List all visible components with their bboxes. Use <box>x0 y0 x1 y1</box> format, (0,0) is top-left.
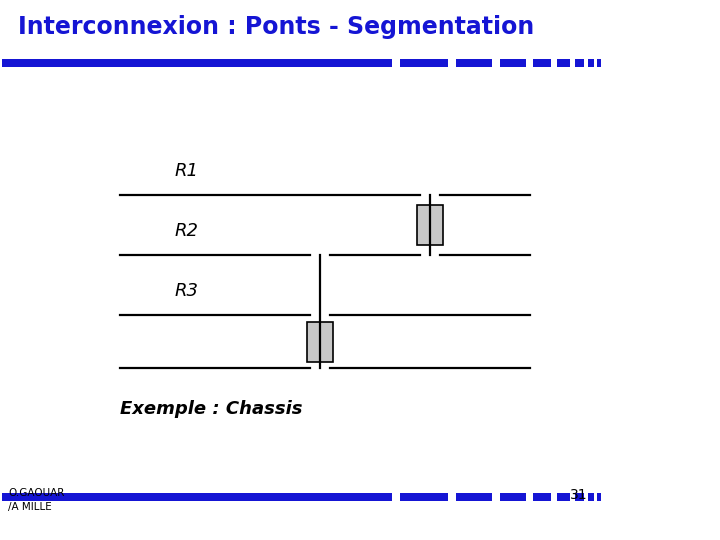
Text: /A MILLE: /A MILLE <box>8 502 52 512</box>
Bar <box>597 493 601 501</box>
Bar <box>575 59 584 67</box>
Bar <box>557 59 570 67</box>
Bar <box>500 59 526 67</box>
Text: 31: 31 <box>570 488 588 502</box>
Bar <box>557 493 570 501</box>
Bar <box>597 59 601 67</box>
Bar <box>588 493 594 501</box>
Bar <box>417 205 443 245</box>
Text: R2: R2 <box>175 222 199 240</box>
Bar <box>533 493 551 501</box>
Bar <box>533 59 551 67</box>
Bar <box>456 59 492 67</box>
Bar <box>400 59 448 67</box>
Text: R3: R3 <box>175 282 199 300</box>
Bar <box>500 493 526 501</box>
Bar <box>2 493 392 501</box>
Bar <box>588 59 594 67</box>
Text: O.GAOUAR: O.GAOUAR <box>8 488 64 498</box>
Text: Interconnexion : Ponts - Segmentation: Interconnexion : Ponts - Segmentation <box>18 15 534 39</box>
Text: R1: R1 <box>175 162 199 180</box>
Text: Exemple : Chassis: Exemple : Chassis <box>120 400 302 418</box>
Bar <box>307 321 333 361</box>
Bar <box>456 493 492 501</box>
Bar <box>2 59 392 67</box>
Bar <box>575 493 584 501</box>
Bar <box>400 493 448 501</box>
